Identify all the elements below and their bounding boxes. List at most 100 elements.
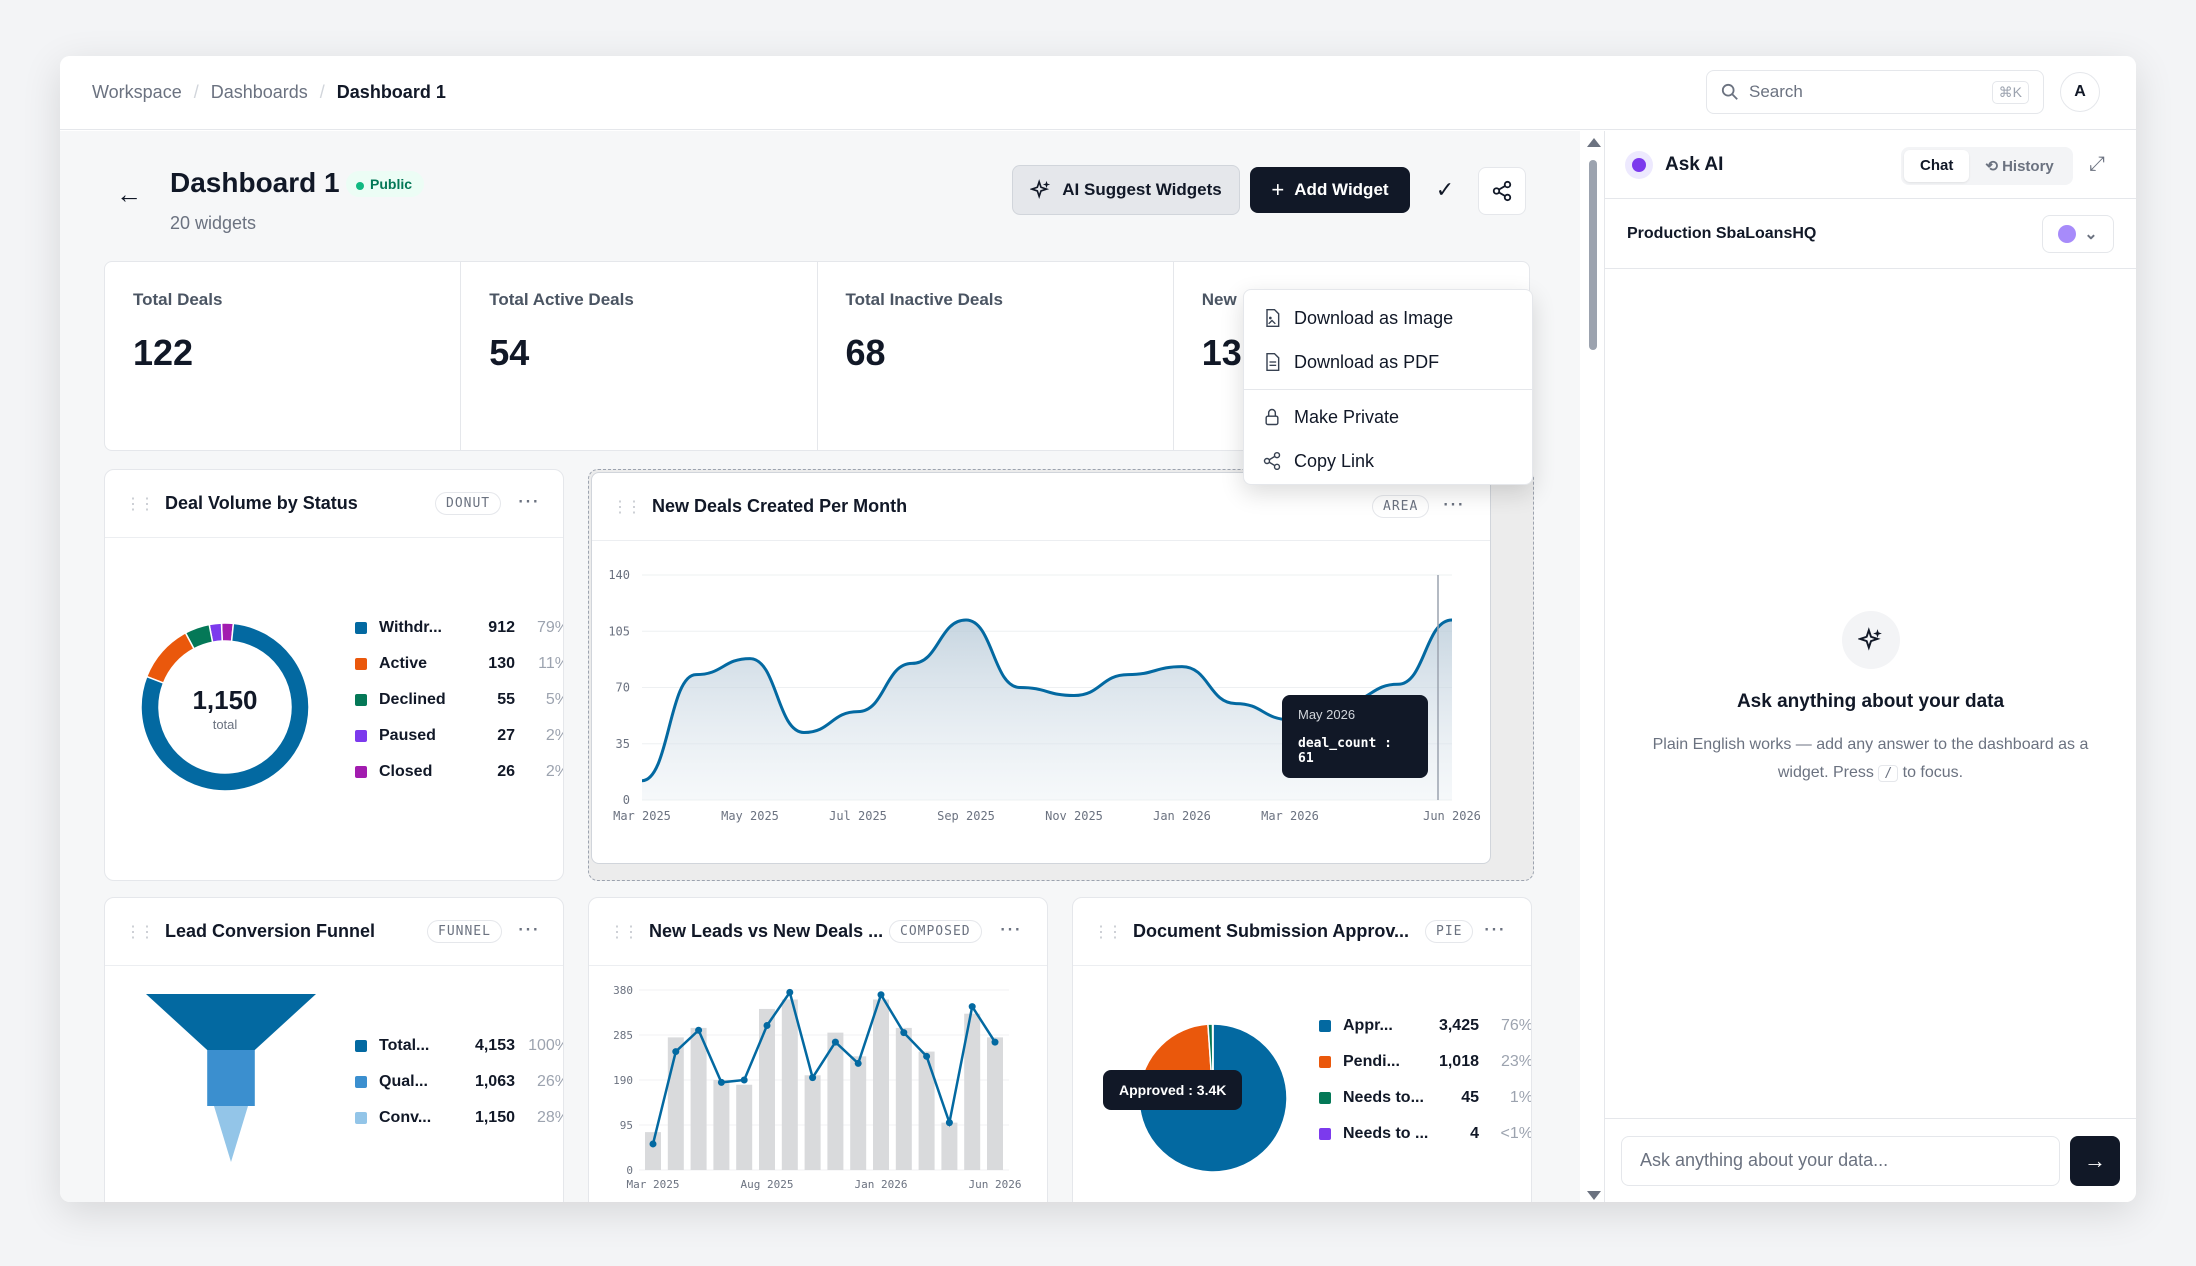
drag-handle-icon[interactable]: ⋮⋮ <box>125 495 155 513</box>
back-arrow-icon[interactable]: ← <box>116 179 142 209</box>
avatar[interactable]: A <box>2060 72 2100 112</box>
legend-percent: 1% <box>1509 1089 1532 1106</box>
ask-ai-header: Ask AI Chat ⟲ History ⤢ <box>1605 131 2136 199</box>
legend-item[interactable]: Active 130 11% <box>355 646 563 682</box>
legend-item[interactable]: Qual... 1,063 26% <box>355 1064 563 1100</box>
kpi-card[interactable]: Total Inactive Deals 68 <box>818 262 1174 450</box>
dashboard-canvas: ← Dashboard 1 Public 20 widgets AI Sugge… <box>60 131 1580 1202</box>
kpi-card[interactable]: New 13 <box>1174 262 1529 450</box>
kpi-value: 13 <box>1201 332 1242 373</box>
scroll-down-icon[interactable] <box>1587 1191 1601 1200</box>
kpi-value: 122 <box>133 332 194 373</box>
x-tick-label: Jan 2026 <box>855 1178 908 1191</box>
more-options-icon[interactable]: ⋯ <box>517 488 539 513</box>
more-options-icon[interactable]: ⋯ <box>1483 916 1505 941</box>
data-point <box>877 991 885 999</box>
model-icon <box>2058 224 2077 243</box>
legend-item[interactable]: Conv... 1,150 28% <box>355 1100 563 1136</box>
page-title: Dashboard 1 <box>170 167 340 198</box>
legend-item[interactable]: Needs to... 45 1% <box>1319 1080 1532 1116</box>
menu-item-download-image[interactable]: Download as Image <box>1244 296 1532 340</box>
legend-item[interactable]: Paused 27 2% <box>355 718 563 754</box>
x-tick-label: Mar 2025 <box>613 809 671 823</box>
chart-type-tag: PIE <box>1425 920 1474 943</box>
menu-item-make-private[interactable]: Make Private <box>1244 395 1532 439</box>
bar <box>645 1132 661 1170</box>
add-widget-label: Add Widget <box>1294 180 1389 199</box>
widget-body: ⋮⋮ New Deals Created Per Month AREA ⋯ 0 3… <box>591 472 1491 864</box>
menu-item-copy-link[interactable]: Copy Link <box>1244 439 1532 483</box>
widget-leads-vs-deals[interactable]: ⋮⋮ New Leads vs New Deals ... COMPOSED ⋯… <box>588 897 1048 1202</box>
chart-type-tag: FUNNEL <box>427 920 502 943</box>
composed-chart: 0 95 190 285 380 Mar 2025 Aug 2025 Jan 2026 Jun … <box>613 984 1021 1191</box>
bar <box>804 1075 821 1170</box>
legend-percent: 5% <box>545 691 563 708</box>
chat-composer: Ask anything about your data... → <box>1605 1118 2136 1202</box>
expand-icon[interactable]: ⤢ <box>2089 153 2105 175</box>
add-widget-button[interactable]: + Add Widget <box>1250 167 1410 213</box>
share-icon <box>1492 180 1512 202</box>
more-options-icon[interactable]: ⋯ <box>999 916 1021 941</box>
chart-type-tag: AREA <box>1372 495 1430 518</box>
share-button[interactable] <box>1478 167 1526 215</box>
legend-count: 55 <box>497 691 515 708</box>
breadcrumb-dashboards[interactable]: Dashboards <box>210 82 308 102</box>
widget-deal-volume[interactable]: ⋮⋮ Deal Volume by Status DONUT ⋯ 1,150 t… <box>104 469 564 881</box>
more-options-icon[interactable]: ⋯ <box>1442 491 1464 516</box>
data-point <box>900 1029 908 1037</box>
drag-handle-icon[interactable]: ⋮⋮ <box>612 498 642 516</box>
legend-item[interactable]: Total... 4,153 100% <box>355 1028 563 1064</box>
search-input[interactable]: Search ⌘K <box>1706 70 2044 114</box>
widget-doc-submission[interactable]: ⋮⋮ Document Submission Approv... PIE ⋯ A… <box>1072 897 1532 1202</box>
kpi-label: Total Deals <box>133 290 223 309</box>
legend-item[interactable]: Needs to ... 4 <1% <box>1319 1116 1531 1152</box>
legend-name: Total... <box>379 1037 430 1054</box>
scroll-up-icon[interactable] <box>1587 138 1601 147</box>
kpi-card[interactable]: Total Active Deals 54 <box>461 262 818 450</box>
legend-item[interactable]: Appr... 3,425 76% <box>1319 1008 1531 1044</box>
scrollbar-thumb[interactable] <box>1589 160 1597 350</box>
menu-item-download-pdf[interactable]: Download as PDF <box>1244 340 1532 384</box>
legend-item[interactable]: Closed 26 2% <box>355 754 563 790</box>
bar <box>987 1037 1003 1170</box>
tab-chat[interactable]: Chat <box>1904 150 1970 182</box>
breadcrumb-workspace[interactable]: Workspace <box>92 82 182 102</box>
legend-item[interactable]: Withdr... 912 79% <box>355 610 563 646</box>
legend-swatch <box>355 658 367 670</box>
bar <box>941 1122 958 1170</box>
widget-header: ⋮⋮ New Leads vs New Deals ... COMPOSED ⋯ <box>589 898 1047 966</box>
empty-state: Ask anything about your data Plain Engli… <box>1605 611 2136 788</box>
bar <box>827 1032 844 1170</box>
more-options-icon[interactable]: ⋯ <box>517 916 539 941</box>
send-arrow-icon[interactable]: → <box>2070 1135 2120 1186</box>
search-placeholder: Search <box>1749 82 1803 101</box>
kpi-card[interactable]: Total Deals 122 <box>105 262 462 450</box>
widget-new-deals[interactable]: ⋮⋮ New Deals Created Per Month AREA ⋯ 0 3… <box>588 469 1534 881</box>
widget-title: Deal Volume by Status <box>165 493 358 513</box>
widget-lead-funnel[interactable]: ⋮⋮ Lead Conversion Funnel FUNNEL ⋯ Total… <box>104 897 564 1202</box>
legend-percent: 11% <box>538 655 563 672</box>
bar <box>759 1008 775 1170</box>
bar <box>667 1037 684 1170</box>
funnel-stage <box>146 994 316 1050</box>
legend-item[interactable]: Pendi... 1,018 23% <box>1319 1044 1531 1080</box>
drag-handle-icon[interactable]: ⋮⋮ <box>1093 923 1123 941</box>
legend-swatch <box>1319 1092 1331 1104</box>
drag-handle-icon[interactable]: ⋮⋮ <box>609 923 639 941</box>
data-point <box>854 1059 862 1067</box>
menu-item-label: Make Private <box>1294 406 1400 427</box>
area-chart: 0 35 70 105 140 Mar 2025 May 2025 Jul 2025 Sep 2… <box>608 568 1481 823</box>
drag-handle-icon[interactable]: ⋮⋮ <box>125 923 155 941</box>
legend-name: Pendi... <box>1343 1053 1400 1070</box>
legend-item[interactable]: Declined 55 5% <box>355 682 563 718</box>
check-icon[interactable]: ✓ <box>1435 177 1455 202</box>
ai-suggest-widgets-button[interactable]: AI Suggest Widgets <box>1012 165 1240 215</box>
chat-input[interactable]: Ask anything about your data... <box>1621 1135 2060 1186</box>
funnel-stage <box>214 1106 248 1162</box>
bar <box>964 1013 981 1170</box>
model-picker[interactable]: ⌄ <box>2042 214 2114 253</box>
tab-history[interactable]: ⟲ History <box>1985 158 2054 175</box>
main-scrollbar[interactable] <box>1583 136 1603 1202</box>
legend-percent: 100% <box>528 1037 563 1054</box>
chart-legend: Appr... 3,425 76% Pendi... 1,018 23% Needs to.… <box>1319 1008 1532 1152</box>
